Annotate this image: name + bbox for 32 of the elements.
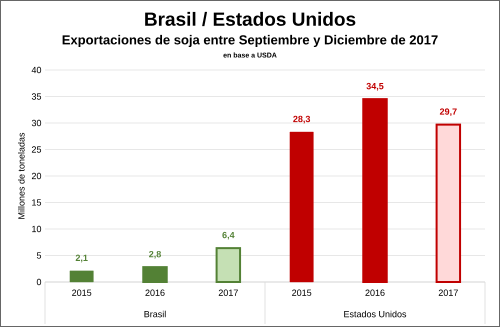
x-tick-label: 2016 [365,290,385,296]
y-tick-label: 0 [36,278,42,286]
data-label: 2,8 [149,250,161,259]
chart-title: Brasil / Estados Unidos [145,12,356,26]
bar [362,98,388,283]
y-tick-label: 30 [32,120,42,126]
y-axis-title: Millones de toneladas [18,132,25,219]
y-tick-label: 40 [32,66,42,74]
y-tick-label: 35 [32,93,42,100]
x-tick-label: 2017 [438,290,458,296]
text: Brasil [144,310,166,318]
data-label: 29,7 [440,108,457,116]
data-label: 2,1 [76,254,88,262]
x-tick-label: 2016 [145,290,165,296]
bar [142,266,168,283]
bar [436,124,462,283]
y-tick-label: 15 [32,199,42,206]
y-tick-label: 10 [32,226,42,232]
chart-subtitle: Exportaciones de soja entre Septiembre y Diciembre de 2017 [62,34,438,48]
data-label: 6,4 [222,232,235,240]
x-tick-label: 2015 [72,290,92,296]
data-label: 34,5 [366,82,384,91]
bar [290,132,314,282]
text: Estados Unidos [344,310,406,318]
bar [70,270,94,282]
x-tick-label: 2015 [292,290,312,296]
bar [216,247,242,283]
y-tick-label: 25 [32,146,42,153]
y-tick-label: 5 [36,252,42,259]
data-label: 28,3 [293,116,310,124]
y-tick-label: 20 [32,172,42,180]
x-tick-label: 2017 [218,290,238,296]
